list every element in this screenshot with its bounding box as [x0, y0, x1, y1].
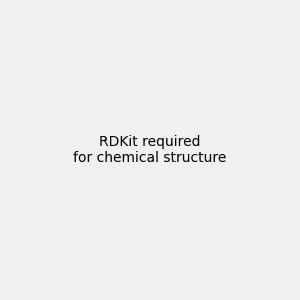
Text: RDKit required
for chemical structure: RDKit required for chemical structure — [73, 135, 227, 165]
